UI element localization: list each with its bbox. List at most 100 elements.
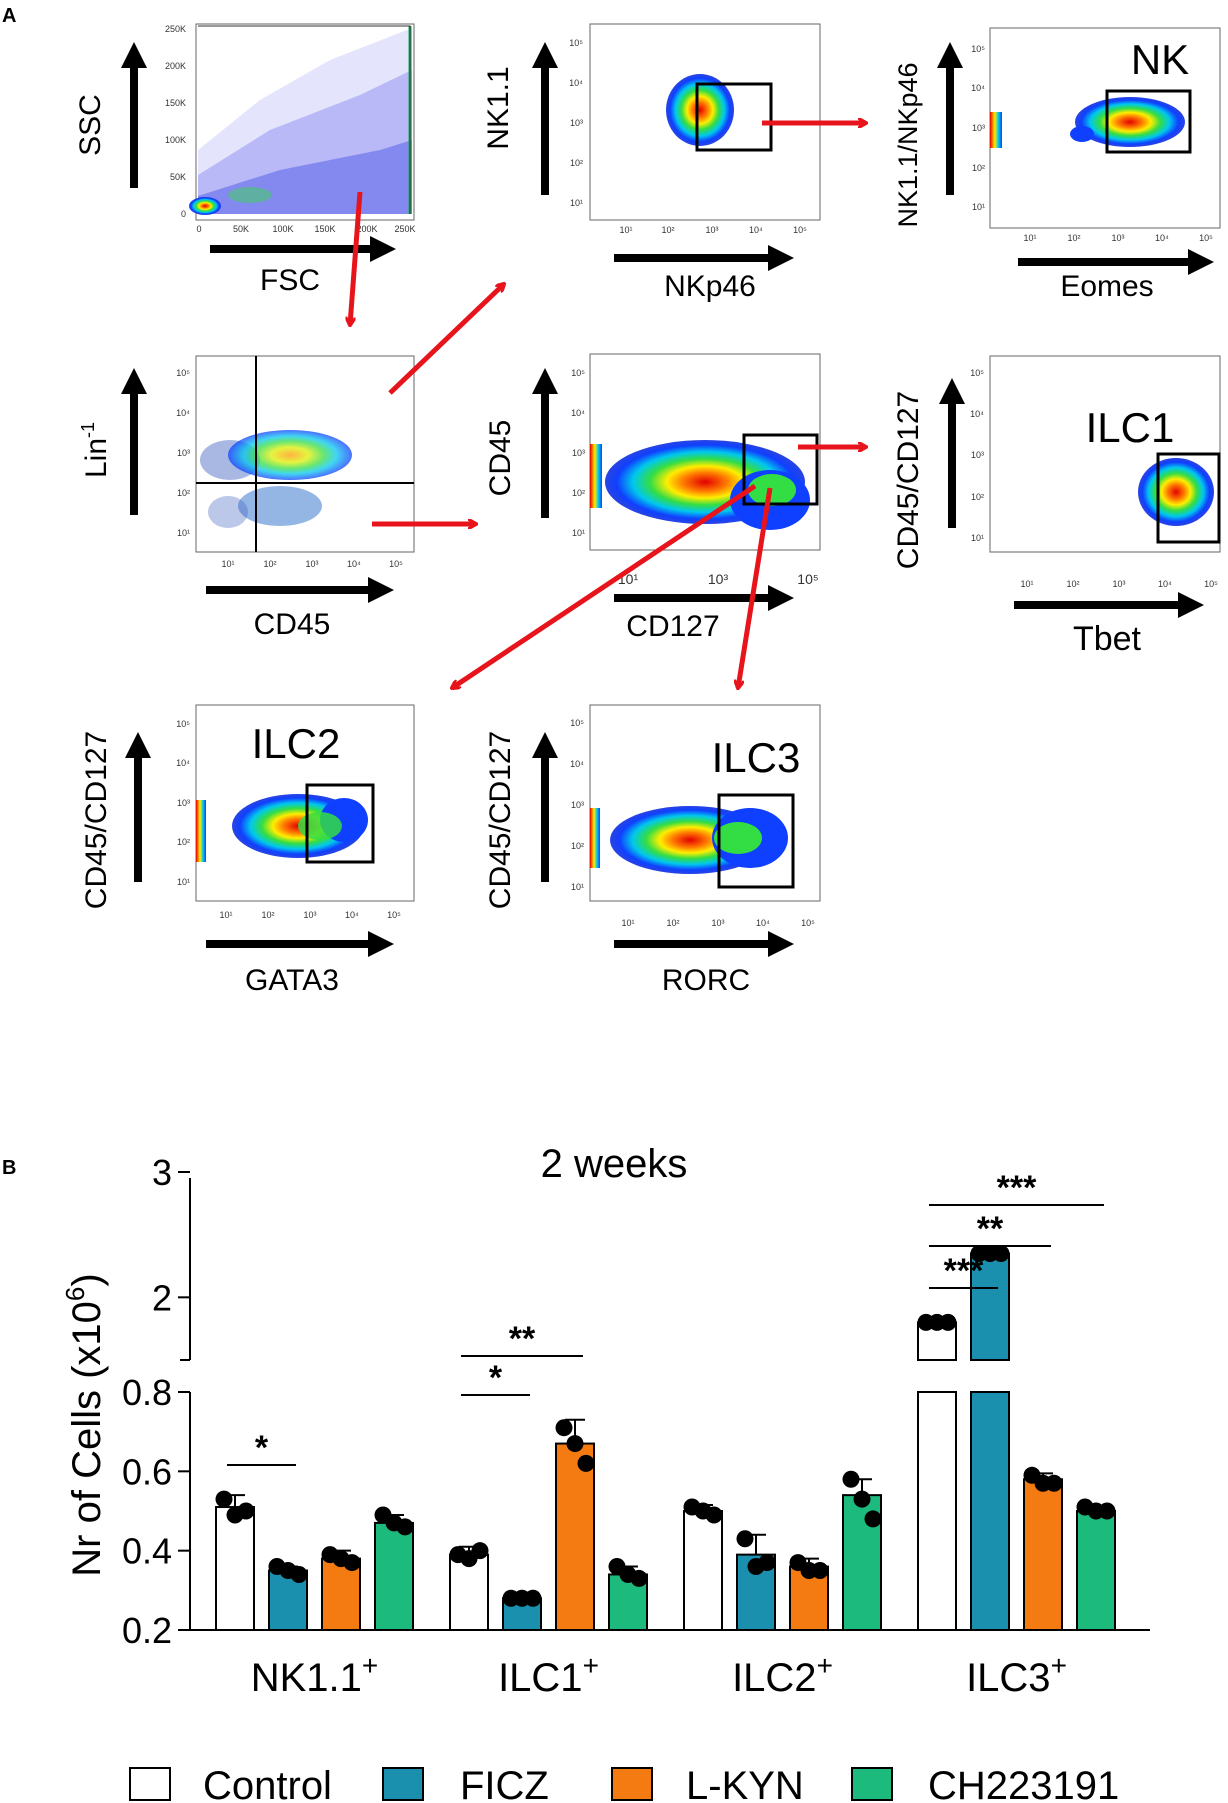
svg-text:10³: 10³ <box>972 123 985 133</box>
gate-label: ILC3 <box>712 734 801 781</box>
x-axis-label: GATA3 <box>245 964 339 997</box>
svg-text:10³: 10³ <box>177 798 190 808</box>
svg-text:10⁵: 10⁵ <box>971 44 985 54</box>
y-axis-label: CD45/CD127 <box>892 391 925 569</box>
plot-lin-cd45: 10¹ 10² 10³ 10⁴ 10⁵ 10¹ 10² 10³ 10⁴ 10⁵ … <box>78 355 415 641</box>
plot-ilc2: ILC2 10¹ 10² 10³ 10⁴ 10⁵ 10¹ 10² 10³ 10⁴… <box>80 704 415 997</box>
significance-label: * <box>489 1359 503 1397</box>
svg-text:10¹: 10¹ <box>621 918 634 928</box>
gating-arrow <box>388 284 504 395</box>
scatter-density <box>189 197 221 215</box>
y-axis-label: NK1.1 <box>482 66 515 149</box>
svg-text:10⁴: 10⁴ <box>1155 233 1169 243</box>
svg-text:10³: 10³ <box>711 918 724 928</box>
legend-swatch-ch223191 <box>851 1767 893 1801</box>
x-axis-label: RORC <box>662 964 750 997</box>
y-tick-label: 2 <box>152 1277 172 1318</box>
svg-text:10²: 10² <box>177 837 190 847</box>
svg-text:10⁵: 10⁵ <box>570 718 584 728</box>
gate-label: ILC1 <box>1086 404 1175 451</box>
svg-text:10¹: 10¹ <box>972 202 985 212</box>
svg-text:10²: 10² <box>666 918 679 928</box>
legend: Control FICZ L-KYN CH223191 <box>129 1764 1119 1803</box>
gate-box <box>1156 452 1221 544</box>
svg-text:10¹: 10¹ <box>219 910 232 920</box>
svg-text:10⁴: 10⁴ <box>749 225 763 235</box>
svg-text:10³: 10³ <box>705 225 718 235</box>
gating-arrow <box>350 191 363 325</box>
gate-label: NK <box>1131 36 1189 83</box>
data-point <box>237 1502 255 1520</box>
svg-text:10³: 10³ <box>303 910 316 920</box>
population-density <box>666 74 734 146</box>
gating-arrows <box>350 123 866 688</box>
population-density <box>228 430 352 480</box>
data-point <box>842 1470 860 1488</box>
data-point <box>396 1518 414 1536</box>
y-tick-label: 0.6 <box>122 1451 172 1492</box>
data-point <box>555 1419 573 1437</box>
svg-text:250K: 250K <box>394 224 415 234</box>
svg-text:10⁴: 10⁴ <box>570 759 584 769</box>
plot-ilc1: ILC1 10¹ 10² 10³ 10⁴ 10⁵ 10¹ 10² 10³ 10⁴… <box>892 355 1221 658</box>
legend-swatch-control <box>129 1767 171 1801</box>
svg-text:150K: 150K <box>314 224 335 234</box>
y-tick-label: 0.4 <box>122 1531 172 1572</box>
svg-text:10⁴: 10⁴ <box>345 910 359 920</box>
svg-text:10¹: 10¹ <box>572 528 585 538</box>
data-point <box>290 1565 308 1583</box>
svg-text:200K: 200K <box>356 224 377 234</box>
svg-text:10¹: 10¹ <box>619 225 632 235</box>
svg-text:10³: 10³ <box>708 571 729 587</box>
data-point <box>1045 1474 1063 1492</box>
x-axis-label: Tbet <box>1073 620 1142 658</box>
bar <box>917 1391 957 1631</box>
svg-text:10³: 10³ <box>571 800 584 810</box>
category-label: ILC2+ <box>732 1650 833 1700</box>
significance-label: ** <box>977 1210 1004 1248</box>
svg-text:10⁴: 10⁴ <box>1158 579 1172 589</box>
svg-text:10¹: 10¹ <box>177 877 190 887</box>
svg-text:50K: 50K <box>233 224 249 234</box>
data-point <box>630 1569 648 1587</box>
bar <box>1023 1478 1063 1632</box>
gating-arrow <box>738 487 773 688</box>
data-point <box>736 1530 754 1548</box>
plot-nk: NK 10¹ 10² 10³ 10⁴ 10⁵ 10¹ 10² 10³ 10⁴ 1… <box>893 27 1221 303</box>
plot-ilc3: ILC3 10¹ 10² 10³ 10⁴ 10⁵ 10¹ 10² 10³ 10⁴… <box>484 704 821 997</box>
category-label: ILC1+ <box>498 1650 599 1700</box>
data-point <box>343 1554 361 1572</box>
data-point <box>992 1244 1010 1262</box>
bar <box>374 1521 414 1632</box>
significance-label: *** <box>997 1169 1037 1207</box>
svg-text:10¹: 10¹ <box>570 198 583 208</box>
data-point <box>566 1435 584 1453</box>
significance-label: * <box>255 1429 269 1467</box>
svg-text:10¹: 10¹ <box>221 559 234 569</box>
gate-box <box>742 433 819 506</box>
gating-arrow <box>452 483 757 688</box>
data-point <box>758 1554 776 1572</box>
svg-text:10²: 10² <box>572 488 585 498</box>
population-density <box>1138 458 1214 526</box>
svg-text:10²: 10² <box>261 910 274 920</box>
svg-text:10²: 10² <box>570 158 583 168</box>
svg-text:10⁵: 10⁵ <box>389 559 403 569</box>
svg-text:0: 0 <box>196 224 201 234</box>
svg-text:10⁵: 10⁵ <box>176 368 190 378</box>
y-tick-label: 0.8 <box>122 1372 172 1413</box>
svg-text:50K: 50K <box>170 172 186 182</box>
svg-text:10⁵: 10⁵ <box>797 571 818 587</box>
population-density <box>1075 97 1185 147</box>
svg-text:10¹: 10¹ <box>971 533 984 543</box>
svg-text:10⁴: 10⁴ <box>571 408 585 418</box>
y-axis-label: CD45/CD127 <box>484 731 517 909</box>
svg-text:10⁴: 10⁴ <box>971 83 985 93</box>
plot-frame <box>195 23 415 221</box>
svg-text:10¹: 10¹ <box>177 528 190 538</box>
x-axis-label: CD127 <box>626 610 719 643</box>
svg-text:10³: 10³ <box>572 448 585 458</box>
svg-text:150K: 150K <box>165 98 186 108</box>
